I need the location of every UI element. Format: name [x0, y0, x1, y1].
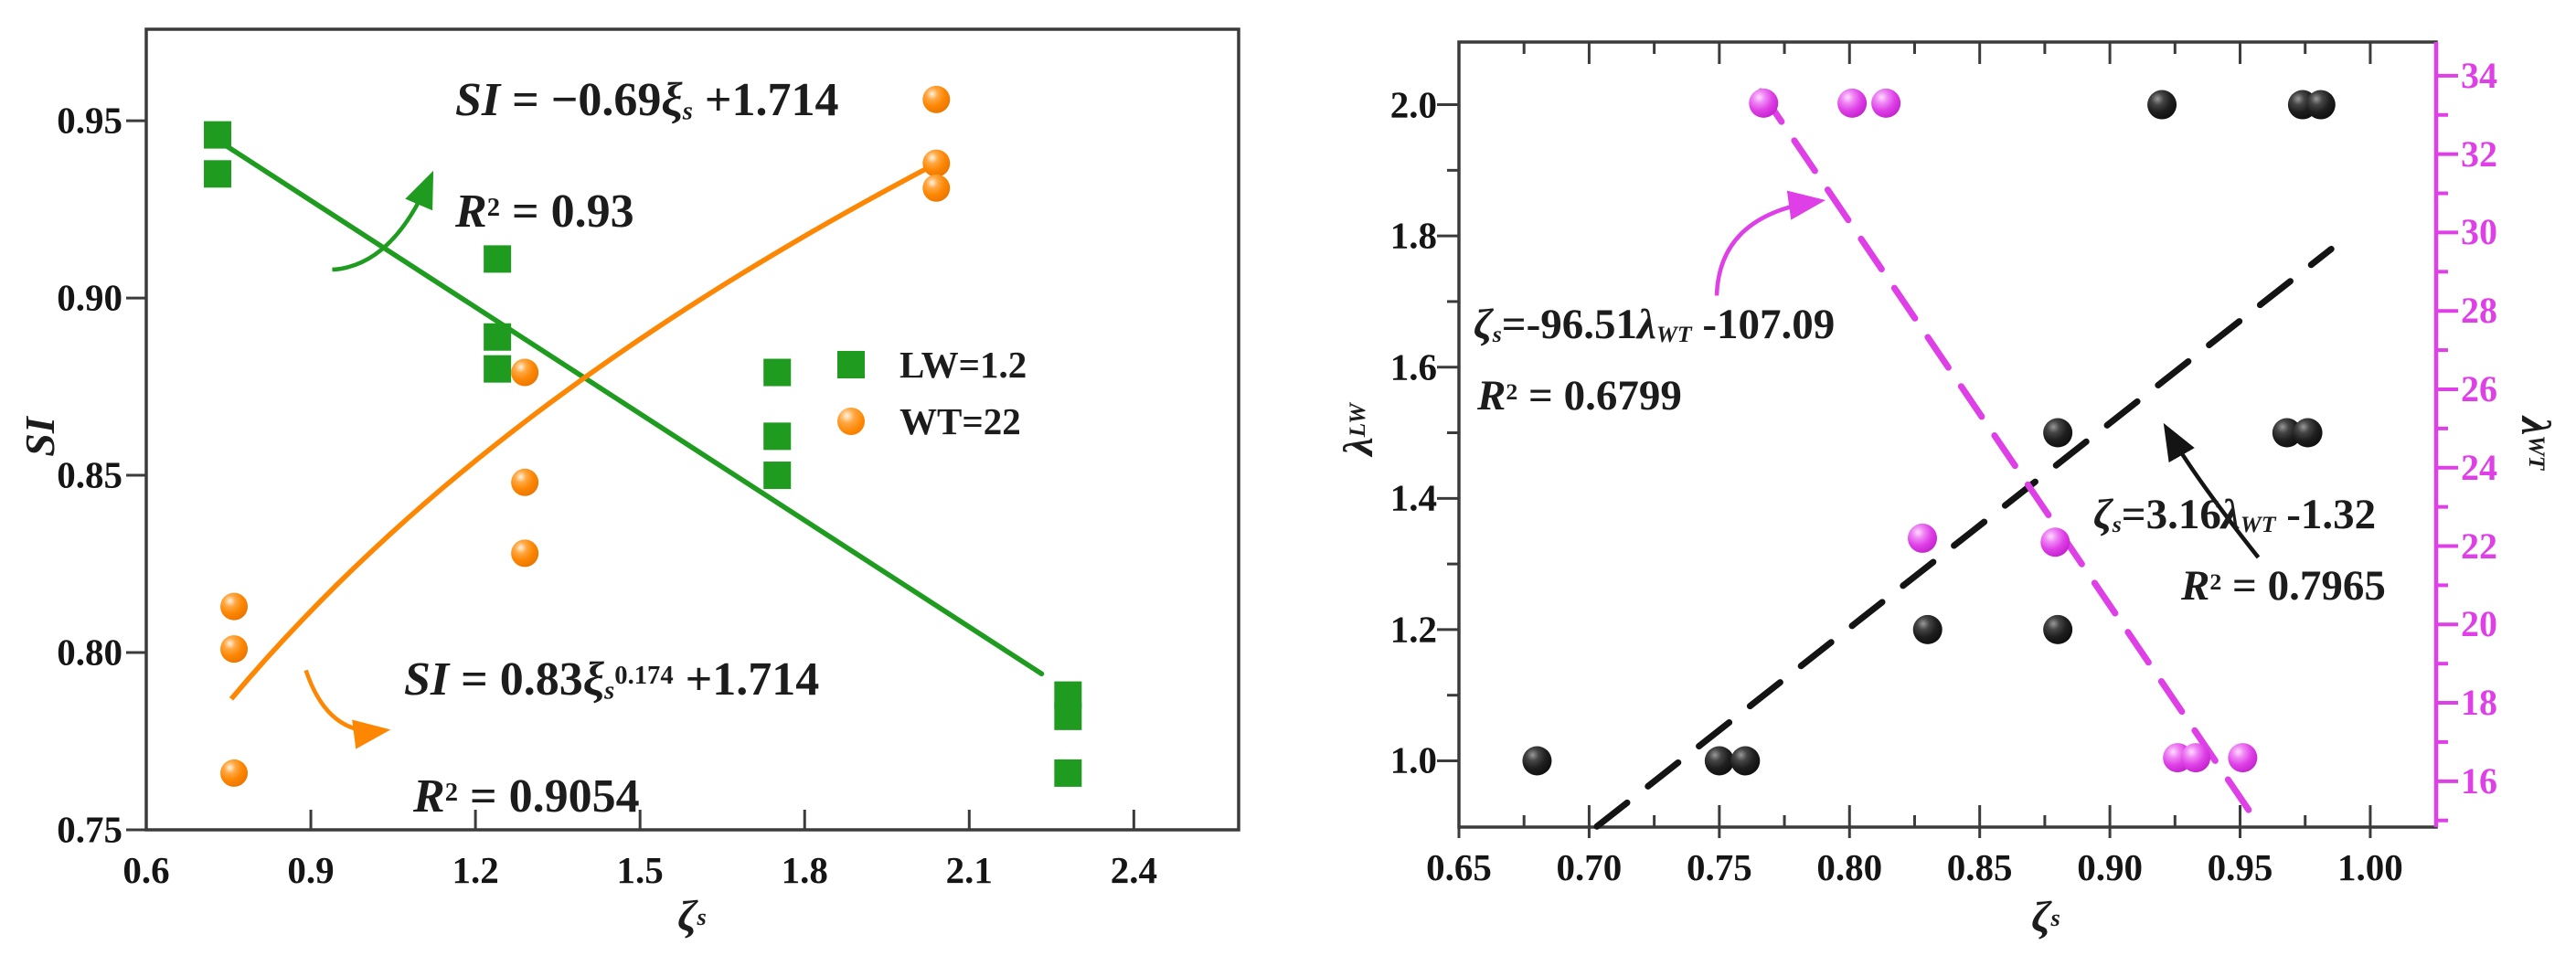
legend-item-lw: LW=1.2	[837, 340, 1027, 389]
black-fit-equation: ζs=3.16λWT -1.32	[2093, 491, 2377, 538]
orange-sphere-marker-icon	[837, 408, 865, 435]
green-fit-equation: SI = −0.69ξs +1.714	[455, 74, 839, 126]
right-plot-right-y-axis-title: λ WT	[2513, 416, 2560, 471]
left-plot-y-axis-title: SI	[16, 417, 63, 457]
magenta-fit-equation: ζs=-96.51λWT -107.09	[1474, 301, 1836, 348]
orange-fit-equation: SI = 0.83ξs0.174 +1.714	[404, 653, 820, 706]
right-plot-left-y-axis-title: λ LW	[1335, 403, 1381, 456]
legend-label-wt: WT=22	[899, 400, 1021, 442]
black-fit-r-squared: R2 = 0.7965	[2181, 562, 2386, 610]
orange-fit-r-squared: R2 = 0.9054	[413, 770, 640, 823]
green-square-marker-icon	[837, 351, 865, 378]
green-fit-r-squared: R2 = 0.93	[455, 186, 634, 238]
magenta-fit-r-squared: R2 = 0.6799	[1477, 372, 1682, 419]
legend-label-lw: LW=1.2	[899, 344, 1027, 386]
legend: LW=1.2 WT=22	[837, 340, 1027, 446]
legend-item-wt: WT=22	[837, 397, 1027, 446]
